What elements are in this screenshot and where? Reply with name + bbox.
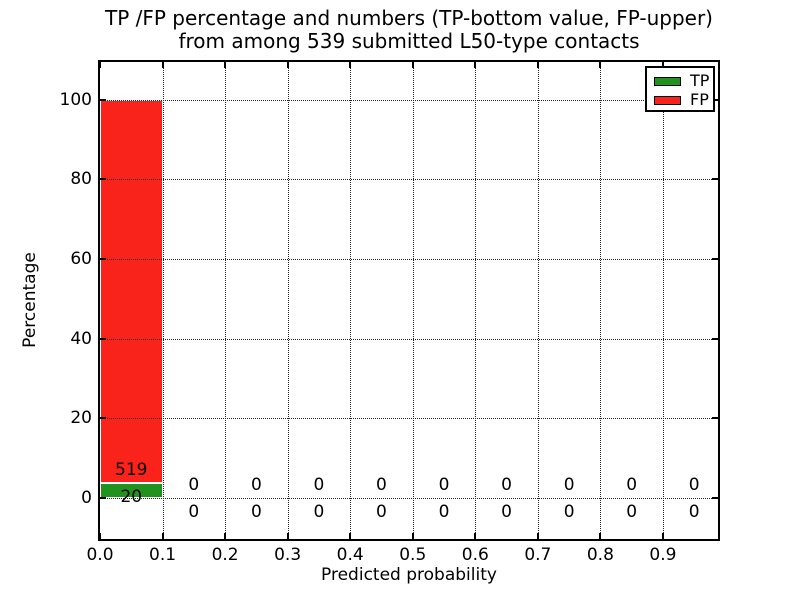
y-tick-left [100,496,106,499]
fp-count-label: 0 [626,474,638,495]
x-tick-bottom [661,533,664,539]
tp-count-label: 0 [626,501,638,522]
x-gridline [662,62,664,539]
y-gridline [100,99,718,101]
legend-item-tp: TP [654,73,713,89]
y-tick-label: 40 [70,328,92,349]
tp-bar-segment [100,483,163,498]
x-tick-bottom [349,533,352,539]
fp-count-label: 519 [115,459,148,480]
x-tick-top [599,62,602,68]
y-axis-label: Percentage [20,252,40,348]
x-tick-bottom [286,533,289,539]
tp-count-label: 0 [688,501,700,522]
y-tick-right [712,258,718,261]
x-tick-bottom [161,533,164,539]
x-gridline [350,62,352,539]
x-gridline [537,62,539,539]
x-tick-label: 0.0 [86,545,114,565]
x-tick-bottom [411,533,414,539]
x-tick-label: 0.5 [399,545,427,565]
fp-count-label: 0 [313,474,325,495]
x-tick-label: 0.1 [149,545,177,565]
tp-count-label: 0 [438,501,450,522]
x-tick-label: 0.8 [586,545,614,565]
x-tick-top [661,62,664,68]
tp-count-label: 0 [501,501,512,522]
y-tick-right [712,178,718,181]
x-tick-label: 0.4 [336,545,364,565]
x-tick-label: 0.2 [211,545,239,565]
fp-count-label: 0 [501,474,512,495]
y-gridline [100,259,718,261]
x-tick-bottom [599,533,602,539]
x-gridline [287,62,289,539]
y-tick-label: 100 [59,89,92,110]
x-tick-bottom [474,533,477,539]
fp-count-label: 0 [376,474,387,495]
y-gridline [100,497,718,499]
y-tick-left [100,337,106,340]
tp-count-label: 0 [376,501,387,522]
x-tick-top [286,62,289,68]
y-tick-label: 60 [70,249,92,270]
fp-count-label: 0 [250,474,262,495]
y-gridline [100,418,718,420]
y-tick-left [100,417,106,420]
x-gridline [600,62,602,539]
y-tick-right [712,98,718,101]
y-gridline [100,179,718,181]
x-tick-top [474,62,477,68]
y-tick-left [100,98,106,101]
x-tick-top [411,62,414,68]
fp-count-label: 0 [688,474,700,495]
legend-item-fp: FP [654,92,713,108]
fp-color-swatch [654,95,681,105]
x-tick-top [99,62,101,68]
x-tick-top [224,62,227,68]
plot-area-border [98,60,720,541]
chart-title-line1: TP /FP percentage and numbers (TP-bottom… [105,6,713,30]
tp-color-swatch [654,76,681,86]
y-tick-left [100,178,106,181]
tp-count-label: 0 [250,501,262,522]
x-tick-bottom [224,533,227,539]
y-tick-label: 80 [70,169,92,190]
tp-count-label: 0 [313,501,325,522]
y-tick-label: 0 [81,487,92,508]
x-gridline [225,62,227,539]
x-gridline [412,62,414,539]
legend: TP FP [645,66,715,112]
x-axis-label: Predicted probability [321,565,497,585]
chart-title: TP /FP percentage and numbers (TP-bottom… [100,7,718,53]
x-tick-label: 0.7 [524,545,552,565]
y-gridline [100,338,718,340]
y-tick-right [712,417,718,420]
x-tick-top [161,62,164,68]
x-tick-label: 0.3 [274,545,302,565]
x-tick-top [349,62,352,68]
fp-bar-segment [100,99,163,484]
y-tick-left [100,258,106,261]
x-tick-top [536,62,539,68]
fp-count-label: 0 [563,474,575,495]
chart-title-line2: from among 539 submitted L50-type contac… [178,29,640,53]
tp-count-label: 0 [188,501,200,522]
tp-count-label: 0 [563,501,575,522]
tp-count-label: 20 [120,486,143,507]
x-gridline [475,62,477,539]
x-tick-label: 0.6 [461,545,489,565]
x-tick-bottom [536,533,539,539]
x-gridline [162,62,164,539]
y-tick-label: 20 [70,408,92,429]
legend-label-fp: FP [690,90,709,109]
fp-count-label: 0 [438,474,450,495]
x-tick-label: 0.9 [649,545,677,565]
x-tick-bottom [99,533,101,539]
legend-label-tp: TP [690,71,710,90]
y-tick-right [712,496,718,499]
fp-count-label: 0 [188,474,200,495]
y-tick-right [712,337,718,340]
